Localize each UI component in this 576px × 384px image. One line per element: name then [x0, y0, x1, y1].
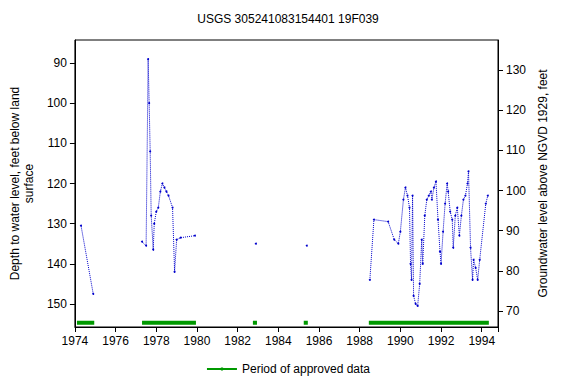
- svg-text:80: 80: [506, 264, 520, 278]
- svg-text:100: 100: [47, 96, 67, 110]
- svg-text:USGS 305241083154401 19F039: USGS 305241083154401 19F039: [197, 12, 379, 26]
- svg-text:90: 90: [54, 56, 68, 70]
- svg-text:70: 70: [506, 304, 520, 318]
- svg-text:130: 130: [506, 63, 526, 77]
- svg-text:150: 150: [47, 297, 67, 311]
- svg-text:90: 90: [506, 224, 520, 238]
- svg-text:1990: 1990: [387, 334, 414, 348]
- svg-text:1974: 1974: [62, 334, 89, 348]
- svg-text:1994: 1994: [468, 334, 495, 348]
- svg-text:130: 130: [47, 217, 67, 231]
- svg-text:1982: 1982: [224, 334, 251, 348]
- svg-text:110: 110: [48, 136, 67, 150]
- svg-text:1984: 1984: [265, 334, 292, 348]
- svg-text:Period of approved data: Period of approved data: [242, 362, 370, 376]
- svg-text:1980: 1980: [184, 334, 211, 348]
- svg-text:140: 140: [47, 257, 67, 271]
- svg-text:1986: 1986: [306, 334, 333, 348]
- svg-text:1988: 1988: [346, 334, 373, 348]
- svg-text:1976: 1976: [102, 334, 129, 348]
- svg-text:1992: 1992: [428, 334, 455, 348]
- svg-text:100: 100: [506, 184, 526, 198]
- svg-text:120: 120: [47, 177, 67, 191]
- svg-text:120: 120: [506, 103, 526, 117]
- svg-text:Depth to water level, feet bel: Depth to water level, feet below land: [8, 87, 22, 280]
- svg-text:surface: surface: [22, 164, 36, 204]
- svg-text:1978: 1978: [143, 334, 170, 348]
- svg-text:Groundwater level above NGVD 1: Groundwater level above NGVD 1929, feet: [536, 69, 550, 298]
- svg-text:110: 110: [506, 143, 525, 157]
